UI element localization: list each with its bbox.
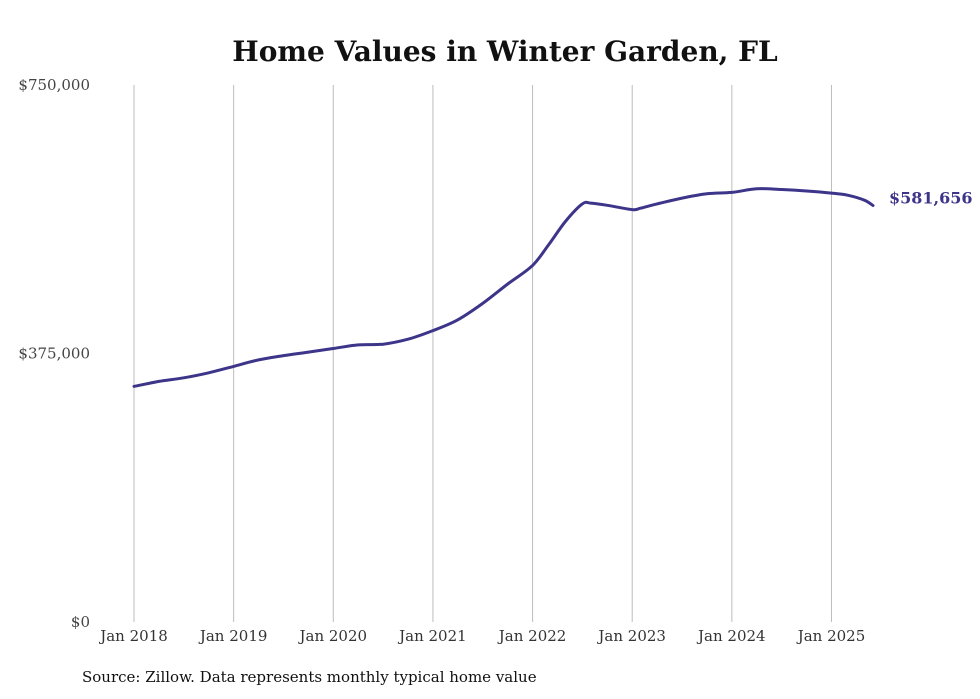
x-tick-label: Jan 2019: [198, 627, 268, 645]
y-axis-ticks: $0 $375,000 $750,000: [18, 76, 90, 631]
x-tick-label: Jan 2025: [796, 627, 866, 645]
x-tick-label: Jan 2022: [497, 627, 567, 645]
chart-title: Home Values in Winter Garden, FL: [232, 35, 778, 68]
series-line: [132, 187, 875, 388]
x-tick-label: Jan 2021: [397, 627, 467, 645]
source-note: Source: Zillow. Data represents monthly …: [82, 668, 537, 686]
y-tick-label: $750,000: [18, 76, 90, 94]
y-tick-label: $0: [71, 613, 90, 631]
gridlines: [133, 85, 832, 622]
x-tick-label: Jan 2018: [98, 627, 168, 645]
x-axis-ticks: Jan 2018 Jan 2019 Jan 2020 Jan 2021 Jan 2022…: [98, 627, 865, 645]
end-value-label: $581,656: [889, 189, 973, 208]
x-tick-label: Jan 2024: [696, 627, 766, 645]
y-tick-label: $375,000: [18, 345, 90, 363]
x-tick-label: Jan 2023: [596, 627, 666, 645]
x-tick-label: Jan 2020: [297, 627, 367, 645]
